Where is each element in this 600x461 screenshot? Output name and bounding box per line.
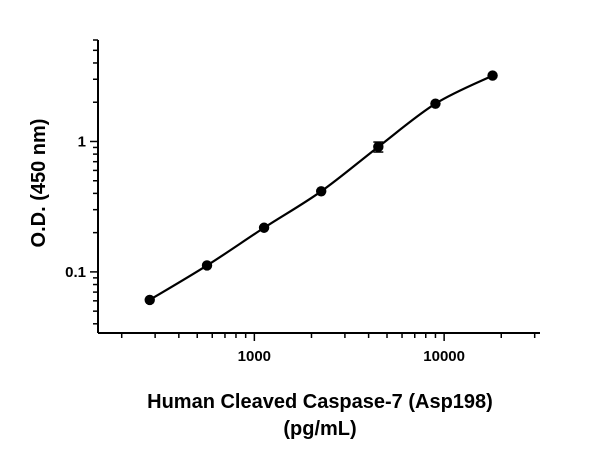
y-axis-title: O.D. (450 nm) <box>28 119 50 248</box>
x-axis-title-line2: (pg/mL) <box>283 418 356 440</box>
y-tick-label: 1 <box>78 133 86 150</box>
y-tick-label: 0.1 <box>65 264 86 281</box>
data-point <box>373 141 384 153</box>
plot-area <box>144 70 498 306</box>
x-axis-title-line1: Human Cleaved Caspase-7 (Asp198) <box>147 391 493 413</box>
data-point <box>487 70 498 81</box>
axes: 1000 10000 0.1 1 <box>65 39 540 365</box>
x-tick-label: 1000 <box>238 348 271 365</box>
x-tick-label: 10000 <box>423 348 465 365</box>
data-point <box>315 186 327 197</box>
data-point <box>144 294 155 306</box>
data-point <box>258 222 270 233</box>
data-point <box>201 260 213 271</box>
data-point <box>430 98 441 109</box>
